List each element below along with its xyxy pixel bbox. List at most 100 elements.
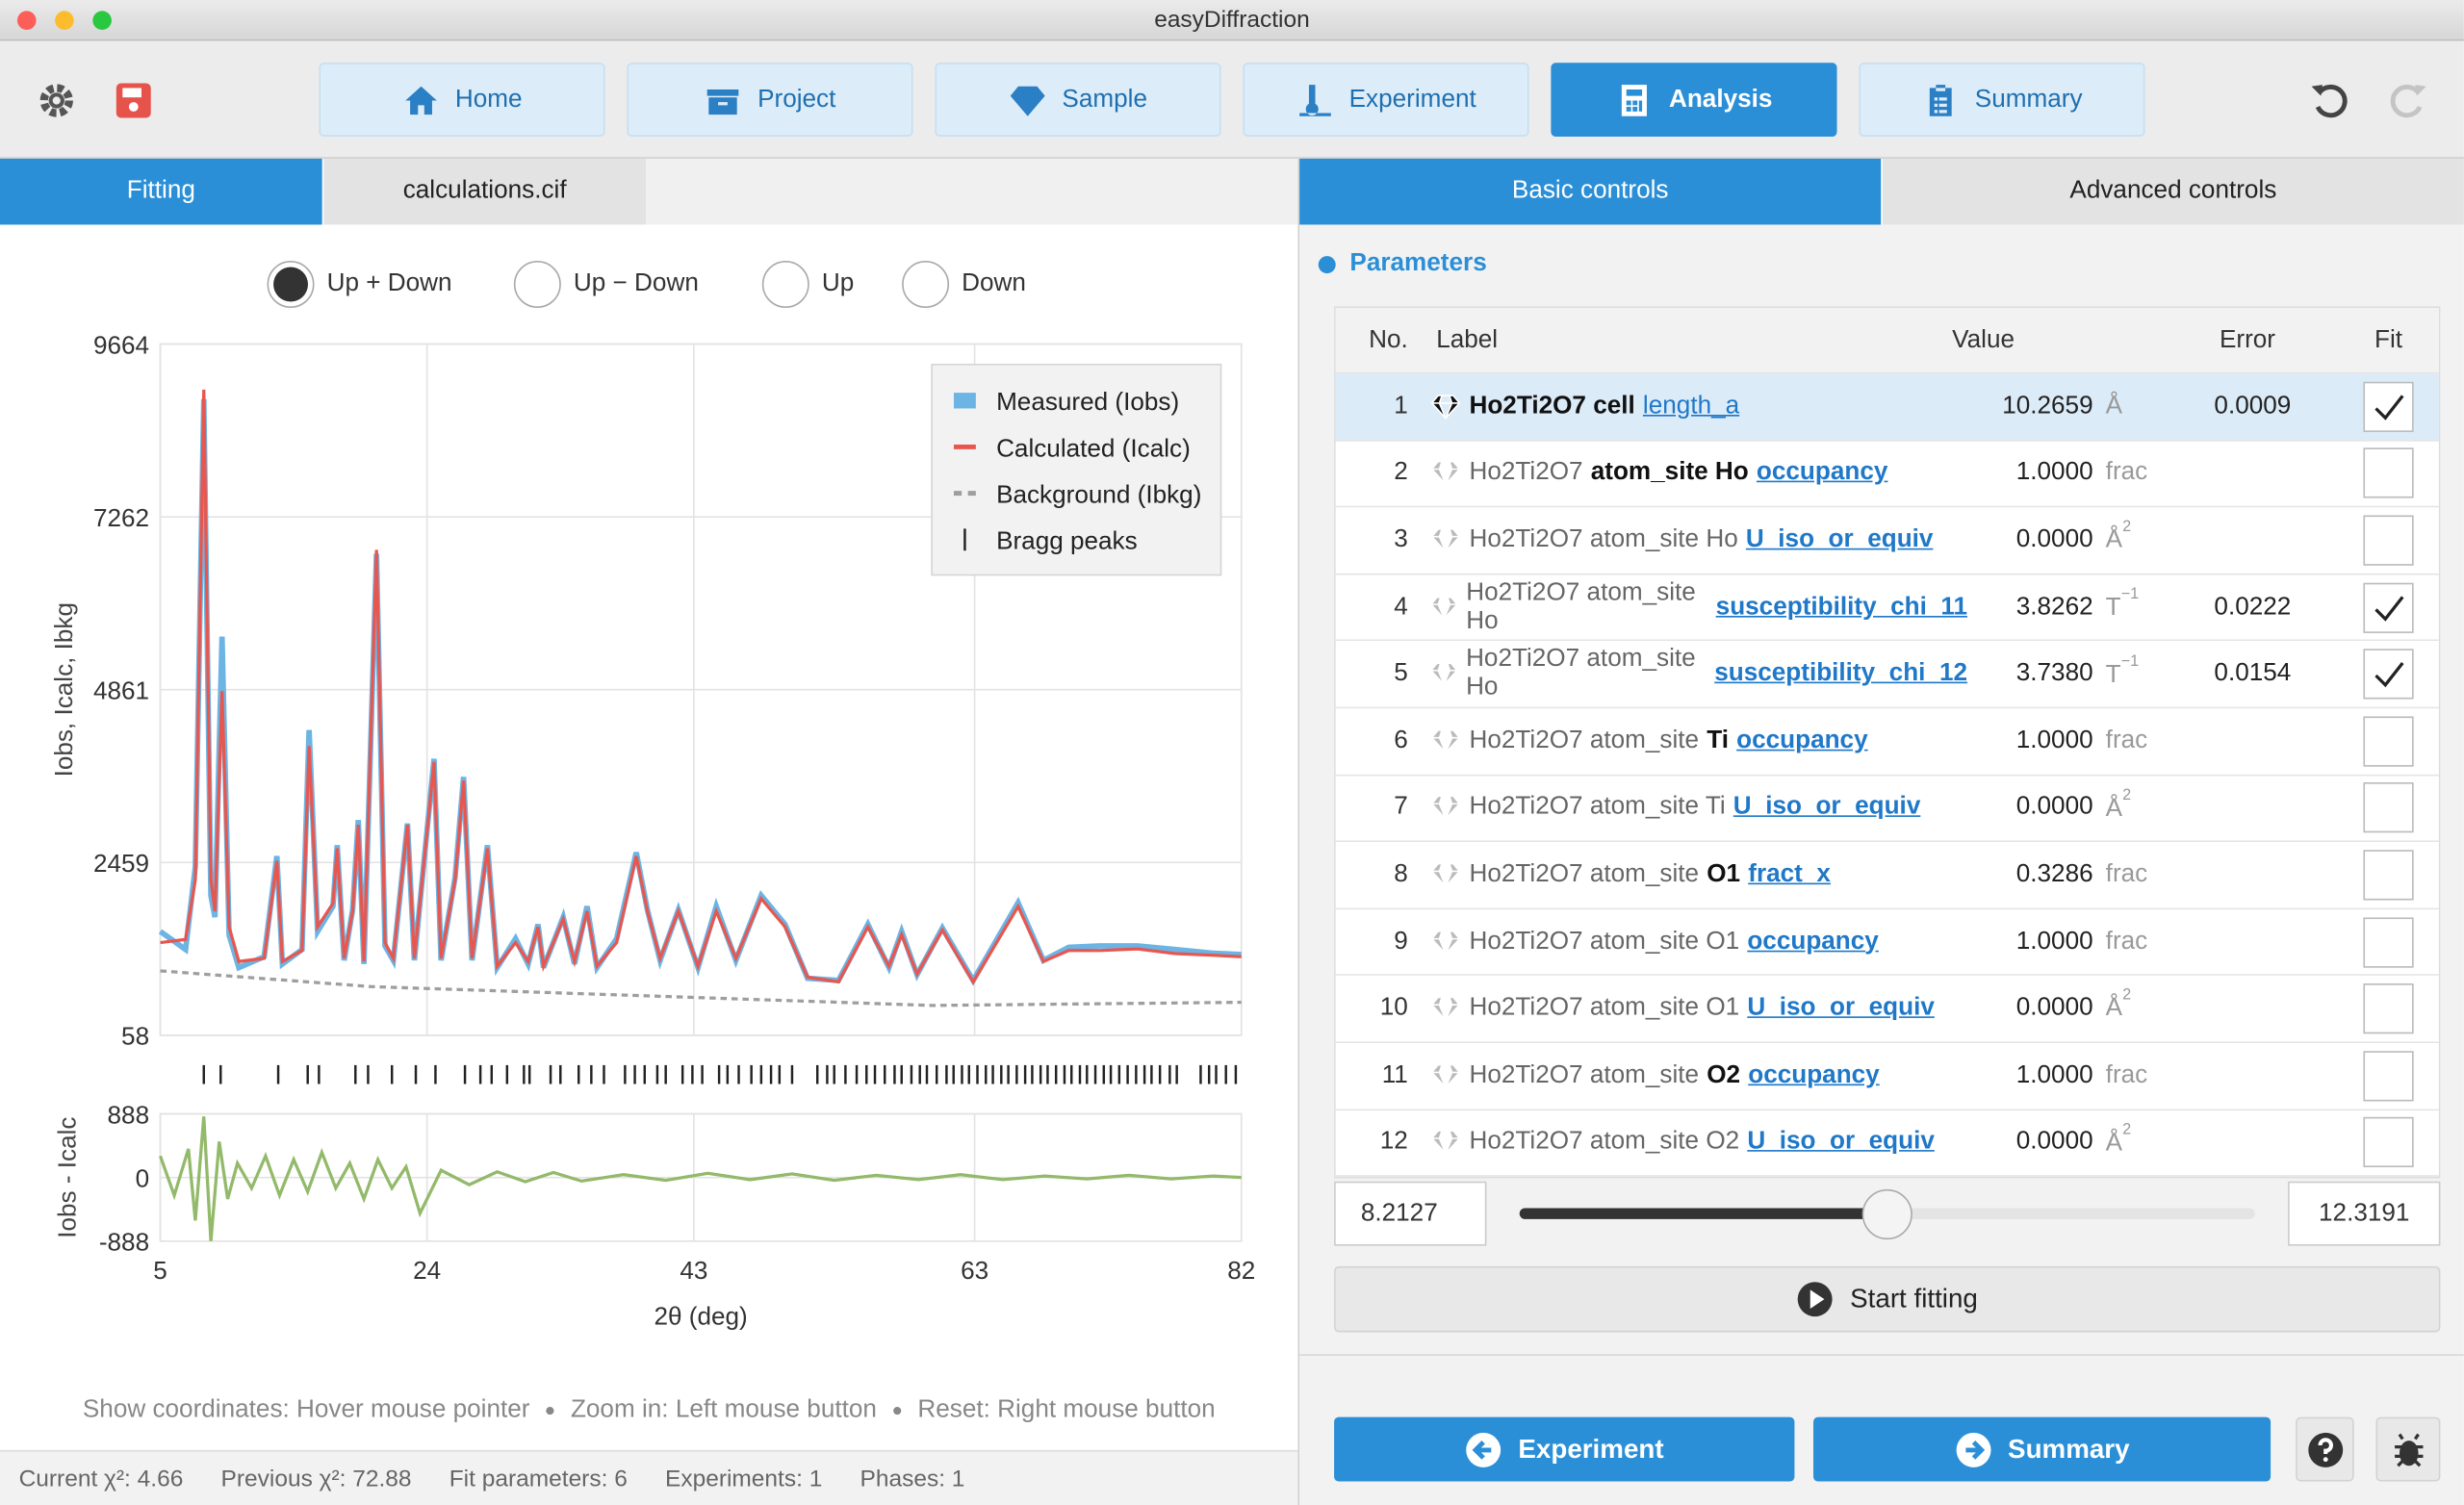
help-icon: [2307, 1432, 2343, 1467]
minimize-button[interactable]: [55, 11, 74, 31]
row-label: Ho2Ti2O7 atom_site Ho susceptibility_chi_…: [1414, 579, 1967, 636]
parameter-row[interactable]: 12 Ho2Ti2O7 atom_site O2 U_iso_or_equiv 0.0…: [1335, 1110, 2439, 1178]
fit-checkbox[interactable]: [2363, 716, 2414, 767]
toolbar-tab[interactable]: Experiment: [1243, 63, 1529, 138]
toolbar-tab[interactable]: Sample: [935, 63, 1221, 138]
back-button[interactable]: Experiment: [1334, 1416, 1795, 1482]
label-segment: Ho2Ti2O7 atom_site: [1469, 727, 1700, 754]
start-fitting-button[interactable]: Start fitting: [1334, 1265, 2441, 1333]
check-path: [2374, 595, 2404, 622]
unit-text: frac: [2105, 727, 2148, 754]
parameter-row[interactable]: 10 Ho2Ti2O7 atom_site O1 U_iso_or_equiv 0.0…: [1335, 976, 2439, 1043]
parameter-row[interactable]: 9 Ho2Ti2O7 atom_site O1 occupancy 1.0000 fra…: [1335, 908, 2439, 977]
settings-icon[interactable]: [38, 82, 75, 119]
status-item: Experiments: 1: [664, 1465, 823, 1492]
legend-box: [931, 363, 1222, 576]
undo-icon[interactable]: [2308, 79, 2352, 123]
status-item: Previous χ²: 72.88: [220, 1465, 412, 1492]
icon-shape: [1429, 662, 1458, 687]
fit-checkbox[interactable]: [2363, 447, 2414, 499]
slider-min-text: 8.2127: [1360, 1199, 1438, 1227]
plot-mode-radio[interactable]: Up − Down: [513, 261, 699, 308]
row-unit: Å2: [2106, 519, 2181, 556]
parameter-row[interactable]: 6 Ho2Ti2O7 atom_site Ti occupancy 1.0000 frac: [1335, 708, 2439, 776]
row-value: 1.0000: [2015, 1061, 2093, 1088]
parameter-row[interactable]: 11 Ho2Ti2O7 atom_site O2 occupancy 1.0000 fra…: [1335, 1042, 2439, 1110]
label-segment: U_iso_or_equiv: [1747, 1128, 1935, 1156]
label-segment: Ho2Ti2O7 atom_site Ho: [1466, 578, 1696, 634]
sub-tab[interactable]: Fitting: [0, 158, 322, 225]
row-label: Ho2Ti2O7 atom_site O1 fract_x: [1414, 861, 1967, 889]
parameter-row[interactable]: 5 Ho2Ti2O7 atom_site Ho susceptibility_chi…: [1335, 641, 2439, 709]
toolbar-tab[interactable]: Home: [319, 63, 605, 138]
sub-tab[interactable]: Advanced controls: [1882, 158, 2464, 225]
plot-mode-radio[interactable]: Down: [902, 261, 1026, 308]
fit-checkbox[interactable]: [2363, 582, 2414, 633]
parameter-row[interactable]: 4 Ho2Ti2O7 atom_site Ho susceptibility_chi…: [1335, 574, 2439, 642]
legend-label: Background (Ibkg): [996, 479, 1201, 508]
help-button[interactable]: [2296, 1416, 2354, 1482]
play-icon: [1798, 1282, 1834, 1317]
unit-superscript: 2: [2122, 987, 2132, 1005]
fit-checkbox[interactable]: [2363, 649, 2414, 700]
slider-fill: [1519, 1208, 1887, 1219]
tab-strip-fill: [645, 158, 1298, 225]
sub-tab[interactable]: calculations.cif: [323, 158, 646, 225]
unit-superscript: −1: [2120, 585, 2140, 603]
fit-checkbox[interactable]: [2363, 850, 2414, 901]
fit-checkbox[interactable]: [2363, 983, 2414, 1034]
icon-shape: [1430, 1130, 1461, 1156]
next-label: Summary: [2008, 1433, 2130, 1464]
toolbar-tab[interactable]: Project: [627, 63, 913, 138]
row-label: Ho2Ti2O7 atom_site Ho U_iso_or_equiv: [1414, 526, 1967, 554]
table-header: No. Label Value Error Fit: [1335, 307, 2439, 374]
row-number: 12: [1379, 1128, 1408, 1156]
fit-checkbox[interactable]: [2363, 515, 2414, 566]
start-fitting-label: Start fitting: [1850, 1283, 1978, 1314]
slider-max[interactable]: 12.3191: [2288, 1181, 2441, 1246]
sub-tab[interactable]: Basic controls: [1299, 158, 1882, 225]
bug-report-button[interactable]: [2375, 1416, 2441, 1482]
label-segment: occupancy: [1756, 459, 1888, 487]
zoom-button[interactable]: [92, 11, 112, 31]
row-error: 0.0009: [2181, 393, 2338, 421]
row-unit: frac: [2106, 1061, 2181, 1089]
redo-icon[interactable]: [2385, 79, 2429, 123]
slider-handle[interactable]: [1861, 1188, 1912, 1240]
row-value: 0.3286: [2015, 860, 2093, 888]
fit-checkbox[interactable]: [2363, 782, 2414, 833]
label-segment: O1: [1707, 860, 1741, 888]
plot-mode-radio[interactable]: Up: [761, 261, 854, 308]
close-button[interactable]: [16, 11, 37, 31]
fit-checkbox[interactable]: [2363, 1050, 2414, 1102]
row-value: 1.0000: [2015, 928, 2093, 955]
fit-checkbox[interactable]: [2363, 1117, 2414, 1168]
parameter-row[interactable]: 1 Ho2Ti2O7 cell length_a 10.2659 Å 0.0009: [1335, 373, 2439, 442]
fit-cell: [2338, 983, 2438, 1034]
row-unit: Å2: [2105, 987, 2181, 1025]
unit-text: Å: [2105, 995, 2123, 1023]
next-button[interactable]: Summary: [1813, 1416, 2272, 1482]
parameter-row[interactable]: 7 Ho2Ti2O7 atom_site Ti U_iso_or_equiv 0.00…: [1335, 775, 2439, 843]
parameter-row[interactable]: 2 Ho2Ti2O7 atom_site Ho occupancy 1.0000 frac: [1335, 441, 2439, 508]
fit-cell: [2338, 916, 2438, 967]
parameter-row[interactable]: 8 Ho2Ti2O7 atom_site O1 fract_x 0.3286 frac: [1335, 842, 2439, 909]
label-segment: fract_x: [1748, 860, 1831, 888]
fit-checkbox[interactable]: [2363, 916, 2414, 967]
row-number: 7: [1394, 794, 1408, 821]
hint-separator: [893, 1406, 902, 1416]
error-text: 0.0154: [2214, 659, 2292, 687]
plot-mode-radio[interactable]: Up + Down: [267, 261, 452, 308]
fit-checkbox[interactable]: [2363, 381, 2414, 432]
label-segment: Ho2Ti2O7 atom_site Ti: [1469, 794, 1726, 821]
toolbar-tab[interactable]: Summary: [1859, 63, 2145, 138]
tab-label: Summary: [1974, 85, 2083, 113]
slider-min[interactable]: 8.2127: [1334, 1181, 1487, 1246]
toolbar-tab[interactable]: Analysis: [1551, 63, 1837, 138]
bullet: [546, 1406, 554, 1416]
row-value: 0.0000: [2015, 794, 2093, 821]
parameter-row[interactable]: 3 Ho2Ti2O7 atom_site Ho U_iso_or_equiv 0.00…: [1335, 507, 2439, 575]
save-icon[interactable]: [115, 82, 152, 119]
section-dot: [1318, 256, 1336, 274]
